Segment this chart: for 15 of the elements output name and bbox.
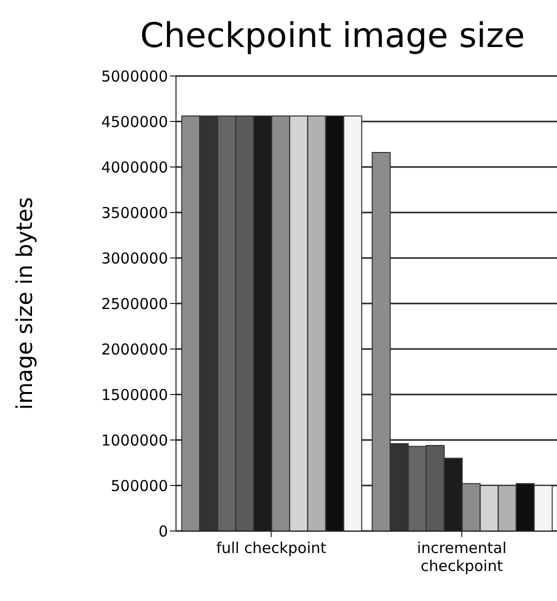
y-axis-title: image size in bytes <box>12 197 38 410</box>
y-tick-label: 3000000 <box>101 249 168 268</box>
y-tick-label: 4500000 <box>101 112 168 131</box>
y-tick-label: 3500000 <box>101 204 168 222</box>
y-tick-label: 5000000 <box>101 67 168 86</box>
y-tick-label: 1000000 <box>101 431 168 450</box>
y-tick-label: 4000000 <box>101 158 168 176</box>
x-tick-label: incremental checkpoint <box>416 539 507 575</box>
y-tick-label: 2000000 <box>101 340 168 358</box>
y-tick-label: 500000 <box>110 476 168 495</box>
y-tick-label: 1500000 <box>101 386 168 404</box>
x-tick-label: full checkpoint <box>216 539 326 557</box>
chart-title: Checkpoint image size <box>139 16 526 56</box>
y-tick-label: 2500000 <box>101 294 168 313</box>
y-tick-label: 0 <box>158 522 168 540</box>
